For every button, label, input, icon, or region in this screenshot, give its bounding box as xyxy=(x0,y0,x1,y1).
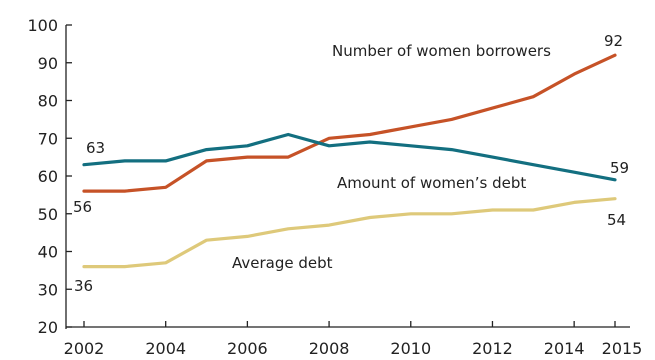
tick-labels: 20 30 40 50 60 70 80 90 100 2002 2004 2006 2008 2010 2… xyxy=(27,16,642,358)
x-tick-label: 2006 xyxy=(227,339,268,358)
y-tick-label: 100 xyxy=(27,16,58,35)
y-tick-label: 40 xyxy=(38,243,58,262)
x-tick-label: 2010 xyxy=(390,339,431,358)
women-borrowers-line xyxy=(82,53,617,193)
chart-axes xyxy=(65,24,630,329)
data-label-borrowers-end: 92 xyxy=(604,32,623,50)
data-label-debt-end: 59 xyxy=(610,159,629,177)
y-tick-label: 90 xyxy=(38,54,58,73)
y-tick-label: 20 xyxy=(38,318,58,337)
data-label-average-start: 36 xyxy=(74,277,93,295)
series-label-womens-debt: Amount of women’s debt xyxy=(337,174,526,192)
series-label-women-borrowers: Number of women borrowers xyxy=(332,42,551,60)
x-tick-label: 2015 xyxy=(602,339,643,358)
series-lines xyxy=(82,53,617,269)
data-label-debt-start: 63 xyxy=(86,139,105,157)
x-tick-label: 2002 xyxy=(64,339,105,358)
y-tick-label: 30 xyxy=(38,280,58,299)
womens-debt-line xyxy=(82,132,617,182)
x-tick-label: 2014 xyxy=(544,339,585,358)
y-tick-label: 60 xyxy=(38,167,58,186)
x-tick-label: 2008 xyxy=(309,339,350,358)
series-label-average-debt: Average debt xyxy=(232,254,333,272)
chart-annotations: Number of women borrowers Amount of women… xyxy=(73,32,629,295)
data-label-average-end: 54 xyxy=(607,211,626,229)
y-tick-label: 80 xyxy=(38,92,58,111)
y-tick-label: 50 xyxy=(38,205,58,224)
x-tick-label: 2004 xyxy=(145,339,186,358)
data-label-borrowers-start: 56 xyxy=(73,198,92,216)
x-tick-label: 2012 xyxy=(472,339,513,358)
average-debt-line xyxy=(82,197,617,269)
y-tick-label: 70 xyxy=(38,129,58,148)
